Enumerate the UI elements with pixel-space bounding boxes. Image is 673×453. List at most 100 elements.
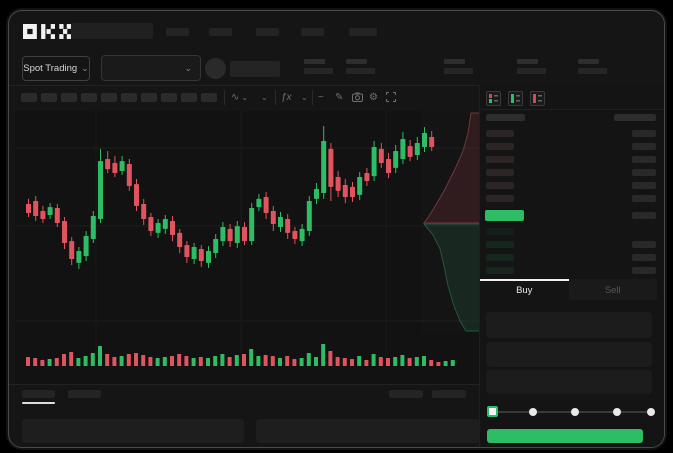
trade-tabbar: Buy Sell (480, 279, 657, 300)
amount-placeholder (632, 143, 656, 150)
bid-row[interactable] (480, 264, 664, 277)
ask-price-placeholder (486, 156, 514, 163)
okx-logo[interactable] (23, 24, 71, 44)
toolbar-separator (275, 90, 276, 105)
amount-placeholder (632, 130, 656, 137)
candlestick-chart[interactable] (15, 111, 482, 384)
pair-name-placeholder (230, 61, 280, 77)
nav-item-1[interactable] (166, 28, 189, 36)
ask-price-placeholder (486, 169, 514, 176)
ticker-stat-5 (578, 59, 607, 74)
chevron-down-icon[interactable]: ⌄ (301, 92, 308, 102)
tab-buy[interactable]: Buy (480, 279, 569, 300)
bottom-tab-2[interactable] (68, 390, 101, 398)
asks-list (480, 127, 664, 205)
nav-item-3[interactable] (256, 28, 279, 36)
nav-item-4[interactable] (301, 28, 324, 36)
timeframe-pill-4[interactable] (81, 93, 97, 102)
panel-divider (479, 85, 480, 447)
orders-table-placeholder (22, 419, 244, 443)
orderbook-layout-all-icon[interactable] (486, 91, 501, 106)
buy-submit-button[interactable] (487, 429, 643, 443)
camera-icon[interactable] (352, 89, 363, 105)
header-search-placeholder[interactable] (71, 23, 153, 39)
active-tab-underline (22, 402, 55, 404)
bottom-action-2[interactable] (432, 390, 466, 398)
bottom-action-1[interactable] (389, 390, 423, 398)
bids-list (480, 225, 664, 277)
ask-price-placeholder (486, 130, 514, 137)
fullscreen-icon[interactable] (386, 89, 396, 105)
slider-stop-25[interactable] (529, 408, 537, 416)
bottom-divider (9, 384, 479, 385)
timeframe-pill-10[interactable] (201, 93, 217, 102)
total-input[interactable] (486, 370, 652, 394)
timeframe-pill-9[interactable] (181, 93, 197, 102)
amount-input[interactable] (486, 342, 652, 367)
timeframe-pill-5[interactable] (101, 93, 117, 102)
price-column-header-placeholder (486, 114, 525, 121)
bid-price-placeholder (486, 267, 514, 274)
ask-price-placeholder (486, 182, 514, 189)
ticker-stat-4 (517, 59, 546, 74)
ask-row[interactable] (480, 127, 664, 140)
slider-handle[interactable] (487, 406, 498, 417)
ask-row[interactable] (480, 179, 664, 192)
orderbook-layout-bids-icon[interactable] (508, 91, 523, 106)
amount-column-header-placeholder (614, 114, 656, 121)
last-price-row (480, 207, 664, 223)
draw-tool-icon[interactable]: ✎ (335, 91, 344, 103)
timeframe-pill-1[interactable] (21, 93, 37, 102)
bid-price-placeholder (486, 254, 514, 261)
amount-placeholder (632, 156, 656, 163)
amount-placeholder (632, 241, 656, 248)
amount-placeholder (632, 169, 656, 176)
ask-row[interactable] (480, 153, 664, 166)
ask-price-placeholder (486, 195, 514, 202)
chevron-down-icon: ⌄ (81, 63, 89, 73)
bid-row[interactable] (480, 225, 664, 238)
chart-type-icon[interactable]: ∿ ⌄ (231, 91, 249, 103)
ask-row[interactable] (480, 140, 664, 153)
bid-row[interactable] (480, 251, 664, 264)
ask-price-placeholder (486, 143, 514, 150)
amount-placeholder (632, 254, 656, 261)
coin-icon[interactable] (205, 58, 226, 79)
amount-placeholder (632, 267, 656, 274)
bottom-tab-1-active[interactable] (22, 390, 55, 398)
amount-placeholder (632, 195, 656, 202)
bid-price-placeholder (486, 241, 514, 248)
ask-row[interactable] (480, 192, 664, 205)
nav-item-2[interactable] (209, 28, 232, 36)
amount-placeholder (632, 211, 656, 219)
settings-gear-icon[interactable]: ⚙ (369, 91, 378, 103)
amount-slider (487, 405, 655, 419)
orderbook-divider (480, 109, 664, 110)
trade-sidebar: Buy Sell (480, 85, 664, 447)
slider-stop-50[interactable] (571, 408, 579, 416)
slider-stop-75[interactable] (613, 408, 621, 416)
ask-row[interactable] (480, 166, 664, 179)
market-type-selector[interactable]: Spot Trading ⌄ (22, 56, 90, 81)
ticker-stat-3 (444, 59, 473, 74)
timeframe-pill-8[interactable] (161, 93, 177, 102)
price-input[interactable] (486, 312, 652, 338)
slider-stop-100[interactable] (647, 408, 655, 416)
timeframe-pill-6[interactable] (121, 93, 137, 102)
amount-placeholder (632, 182, 656, 189)
chevron-down-icon[interactable]: ⌄ (261, 92, 268, 102)
order-book (480, 109, 664, 277)
toolbar-separator (224, 90, 225, 105)
pair-selector-dropdown[interactable]: ⌄ (101, 55, 201, 81)
ticker-stat-2 (346, 59, 375, 74)
timeframe-pill-2[interactable] (41, 93, 57, 102)
tab-sell[interactable]: Sell (568, 279, 657, 300)
bid-row[interactable] (480, 238, 664, 251)
timeframe-pill-7[interactable] (141, 93, 157, 102)
last-price-badge[interactable] (485, 209, 524, 221)
orderbook-layout-asks-icon[interactable] (530, 91, 545, 106)
indicators-fx-icon[interactable]: ƒx (281, 91, 292, 103)
compare-line-icon[interactable]: ~ (318, 91, 324, 103)
nav-item-5[interactable] (349, 28, 377, 36)
timeframe-pill-3[interactable] (61, 93, 77, 102)
